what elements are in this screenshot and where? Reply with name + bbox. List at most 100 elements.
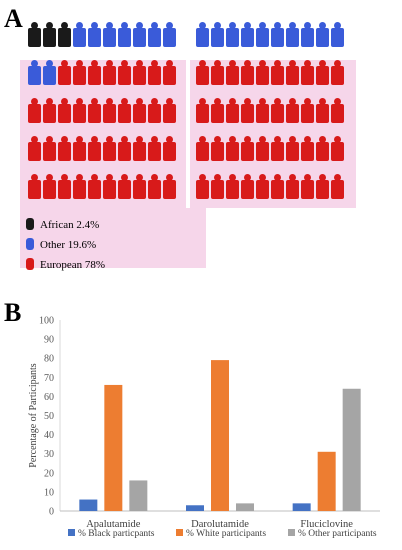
person-figure: [58, 98, 71, 123]
person-figure: [331, 60, 344, 85]
legend-label: % Other participants: [298, 529, 377, 539]
y-tick-label: 80: [44, 354, 54, 365]
bar: [342, 388, 361, 511]
person-figure: [331, 98, 344, 123]
y-tick-label: 40: [44, 430, 54, 441]
person-figure: [331, 136, 344, 161]
person-figure: [73, 98, 86, 123]
person-figure: [196, 98, 209, 123]
bar: [186, 505, 204, 511]
person-figure: [28, 60, 41, 85]
y-tick-label: 60: [44, 392, 54, 403]
y-axis-title: Percentage of Participants: [28, 363, 39, 468]
person-figure: [43, 98, 56, 123]
person-figure: [118, 174, 131, 199]
pictogram: [20, 22, 356, 268]
person-figure: [256, 22, 269, 47]
person-figure: [211, 60, 224, 85]
person-figure: [196, 136, 209, 161]
person-figure: [43, 60, 56, 85]
panel-b-label: B: [4, 298, 22, 327]
legend-item-african: African 2.4%: [26, 218, 99, 231]
person-figure: [196, 174, 209, 199]
person-figure: [163, 60, 176, 85]
person-figure: [331, 22, 344, 47]
person-figure: [133, 174, 146, 199]
person-figure: [103, 98, 116, 123]
person-figure: [43, 136, 56, 161]
person-figure: [133, 22, 146, 47]
person-figure: [271, 174, 284, 199]
person-figure: [316, 60, 329, 85]
person-figure: [103, 174, 116, 199]
person-figure: [163, 174, 176, 199]
person-figure: [28, 98, 41, 123]
person-icon-african: [26, 218, 34, 230]
person-figure: [133, 98, 146, 123]
y-tick-label: 10: [44, 487, 54, 498]
person-figure: [73, 136, 86, 161]
person-figure: [133, 136, 146, 161]
y-tick-label: 90: [44, 335, 54, 346]
person-figure: [301, 22, 314, 47]
bar: [104, 384, 123, 511]
x-tick-label: Fluciclovine: [300, 519, 353, 530]
panel-a-label: A: [4, 4, 23, 33]
person-figure: [28, 22, 41, 47]
person-figure: [73, 174, 86, 199]
person-figure: [88, 174, 101, 199]
person-figure: [226, 98, 239, 123]
person-icon-other: [26, 238, 34, 250]
person-figure: [331, 174, 344, 199]
person-figure: [148, 136, 161, 161]
person-figure: [301, 174, 314, 199]
x-tick-label: Darolutamide: [191, 519, 249, 530]
person-figure: [148, 174, 161, 199]
bar: [236, 503, 254, 511]
person-figure: [211, 174, 224, 199]
bar: [317, 451, 336, 511]
person-figure: [286, 98, 299, 123]
person-figure: [118, 136, 131, 161]
person-figure: [88, 22, 101, 47]
person-figure: [226, 60, 239, 85]
person-figure: [271, 136, 284, 161]
person-figure: [58, 60, 71, 85]
person-icon-european: [26, 258, 34, 270]
person-figure: [316, 22, 329, 47]
person-figure: [226, 136, 239, 161]
y-tick-label: 20: [44, 468, 54, 479]
legend-label-african: African 2.4%: [40, 219, 100, 231]
person-figure: [148, 98, 161, 123]
person-figure: [163, 22, 176, 47]
legend-swatch: [176, 529, 183, 536]
person-figure: [163, 136, 176, 161]
bar: [129, 480, 148, 511]
pictogram-bg-legend: [20, 208, 206, 268]
person-figure: [256, 136, 269, 161]
person-figure: [58, 22, 71, 47]
legend-swatch: [68, 529, 75, 536]
person-figure: [241, 22, 254, 47]
person-figure: [301, 98, 314, 123]
person-figure: [271, 60, 284, 85]
person-figure: [271, 22, 284, 47]
person-figure: [148, 22, 161, 47]
person-figure: [226, 22, 239, 47]
person-figure: [316, 98, 329, 123]
person-figure: [43, 174, 56, 199]
person-figure: [118, 22, 131, 47]
person-figure: [118, 98, 131, 123]
person-figure: [316, 136, 329, 161]
bar: [292, 503, 311, 511]
bar: [211, 360, 229, 511]
person-figure: [88, 98, 101, 123]
person-figure: [118, 60, 131, 85]
y-tick-label: 30: [44, 449, 54, 460]
person-figure: [163, 98, 176, 123]
person-figure: [286, 60, 299, 85]
person-figure: [301, 136, 314, 161]
person-figure: [316, 174, 329, 199]
person-figure: [211, 22, 224, 47]
legend-swatch: [288, 529, 295, 536]
